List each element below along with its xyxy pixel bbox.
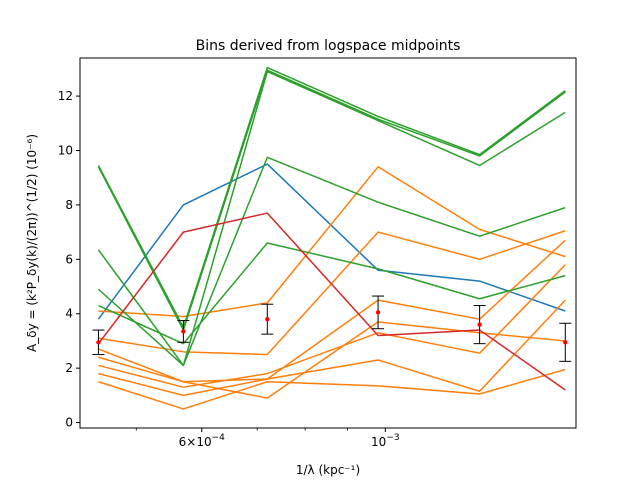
mean-marker-2 <box>181 329 186 334</box>
ticks: 0 2 4 6 8 10 12 6×10−4 10−3 <box>58 89 400 449</box>
y-tick-label: 8 <box>65 198 73 212</box>
y-tick-label: 12 <box>58 89 73 103</box>
plot-area <box>92 66 572 410</box>
series-line-7 <box>98 368 566 410</box>
series-line-3 <box>98 230 566 356</box>
series-line-10 <box>97 69 566 331</box>
x-tick-label: 10−3 <box>371 433 400 449</box>
y-tick-label: 0 <box>65 416 73 430</box>
y-axis-label: A_δy = (k²P_δy(k)/(2π))^(1/2) (10⁻⁶) <box>25 134 39 352</box>
axes <box>79 57 577 429</box>
series-line-11 <box>97 70 566 367</box>
series-line-12 <box>97 156 566 367</box>
series-line-14 <box>97 212 566 391</box>
x-axis-label: 1/λ (kpc⁻¹) <box>296 463 360 477</box>
series-line-8 <box>98 321 566 399</box>
axes-frame <box>79 57 577 429</box>
series-line-6 <box>98 299 566 397</box>
mean-marker-1 <box>96 340 101 345</box>
series-line-2 <box>98 166 566 318</box>
series-line-13 <box>98 242 566 345</box>
series-line-4 <box>98 239 566 383</box>
y-tick-label: 4 <box>65 307 73 321</box>
y-tick-label: 2 <box>65 361 73 375</box>
y-tick-label: 10 <box>58 144 73 158</box>
series-line-9 <box>97 66 566 329</box>
mean-marker-5 <box>477 322 482 327</box>
series-line-5 <box>98 264 566 388</box>
x-tick-label: 6×10−4 <box>179 433 226 449</box>
mean-marker-3 <box>265 316 270 322</box>
mean-marker-6 <box>563 340 568 345</box>
chart-title: Bins derived from logspace midpoints <box>196 38 461 54</box>
mean-marker-4 <box>375 310 381 315</box>
y-tick-label: 6 <box>65 252 73 266</box>
series-line-1 <box>97 163 566 320</box>
